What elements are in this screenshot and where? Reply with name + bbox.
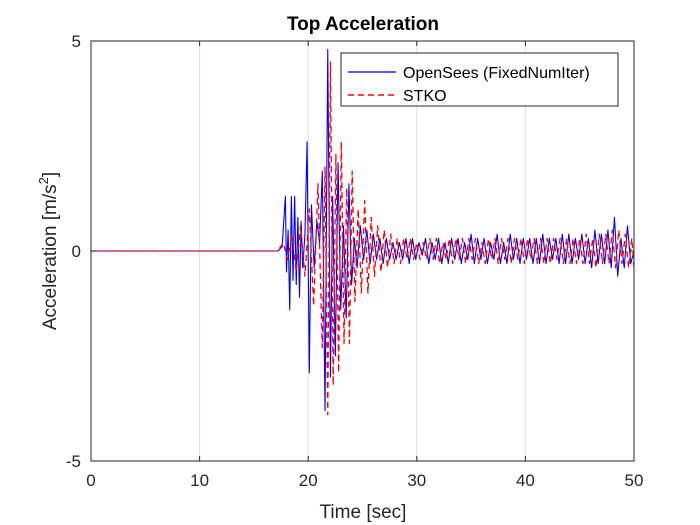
y-tick-label: 0 bbox=[72, 242, 81, 261]
y-axis-label: Acceleration [m/s2] bbox=[36, 172, 61, 330]
legend: OpenSees (FixedNumIter) STKO bbox=[340, 52, 619, 107]
chart-title: Top Acceleration bbox=[287, 14, 439, 35]
y-axis-label-superscript: 2 bbox=[36, 177, 51, 184]
legend-label-opensees: OpenSees (FixedNumIter) bbox=[403, 65, 590, 82]
x-tick-label: 30 bbox=[407, 471, 426, 490]
series-layer bbox=[91, 48, 635, 416]
x-tick-label: 10 bbox=[190, 471, 209, 490]
ticks: 0 10 20 30 40 50 -5 0 5 bbox=[66, 32, 644, 490]
y-tick-label: -5 bbox=[66, 452, 81, 471]
x-tick-label: 20 bbox=[299, 471, 318, 490]
x-tick-label: 0 bbox=[86, 471, 95, 490]
x-axis-label: Time [sec] bbox=[320, 502, 407, 523]
y-axis-label-close: ] bbox=[40, 172, 61, 177]
y-axis-label-main: Acceleration [m/s bbox=[40, 184, 61, 330]
series-line-opensees bbox=[91, 48, 635, 412]
legend-label-stko: STKO bbox=[403, 88, 447, 105]
y-tick-label: 5 bbox=[72, 32, 81, 51]
legend-box bbox=[340, 52, 619, 107]
series-line-stko bbox=[91, 61, 635, 416]
x-tick-label: 40 bbox=[516, 471, 535, 490]
x-tick-label: 50 bbox=[625, 471, 644, 490]
